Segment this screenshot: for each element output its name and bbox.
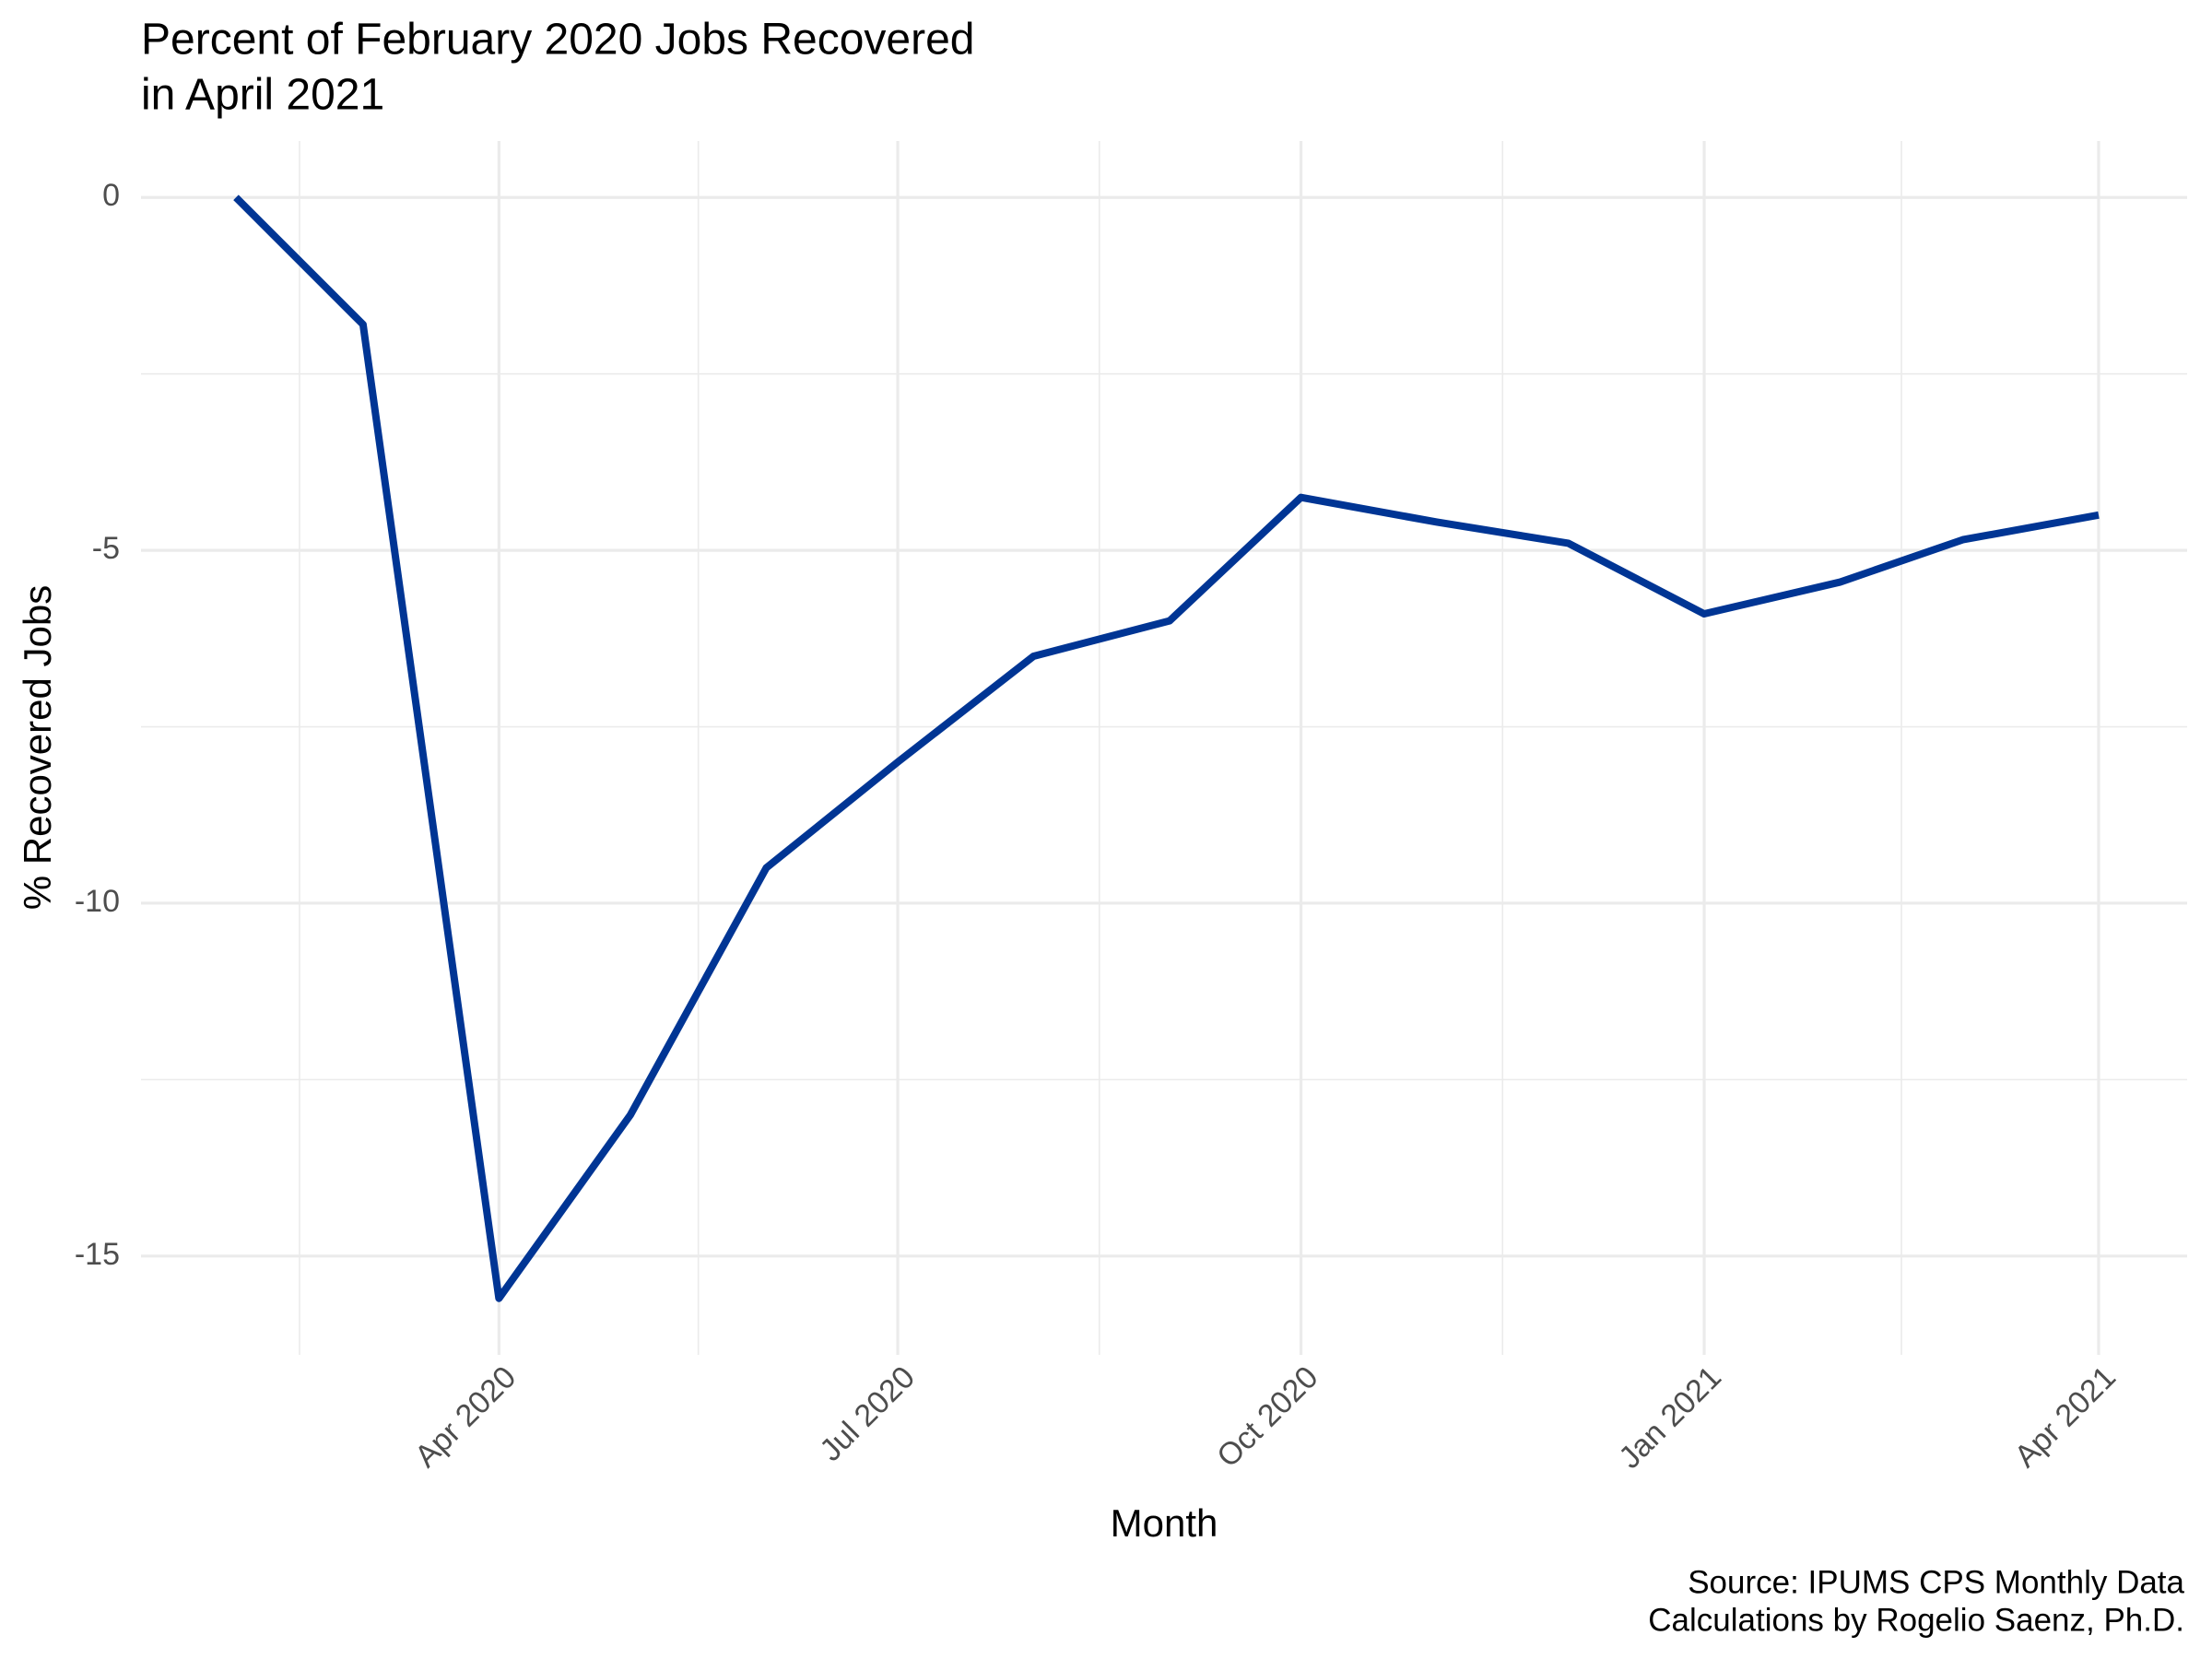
y-tick-label: -5 [92,531,120,566]
x-tick-label: Oct 2020 [1210,1359,1324,1474]
caption: Calculations by Rogelio Saenz, Ph.D. [1648,1602,2184,1638]
data-line [233,194,2100,1302]
x-tick-label: Apr 2021 [2008,1359,2123,1474]
caption: Source: IPUMS CPS Monthly Data [1688,1564,2184,1600]
y-tick-label: -15 [75,1237,120,1272]
chart-title: Percent of February 2020 Jobs Recovered [141,16,975,65]
y-tick-label: 0 [102,178,120,213]
x-tick-label: Jul 2020 [813,1359,922,1468]
y-tick-label: -10 [75,884,120,919]
x-axis-title: Month [1111,1501,1218,1545]
x-tick-label: Apr 2020 [408,1359,523,1474]
plot [233,194,2100,1302]
grid [141,141,2187,1355]
x-tick-label: Jan 2021 [1612,1359,1728,1476]
chart-title: in April 2021 [141,71,384,120]
y-axis-title: % Recovered Jobs [16,585,59,911]
